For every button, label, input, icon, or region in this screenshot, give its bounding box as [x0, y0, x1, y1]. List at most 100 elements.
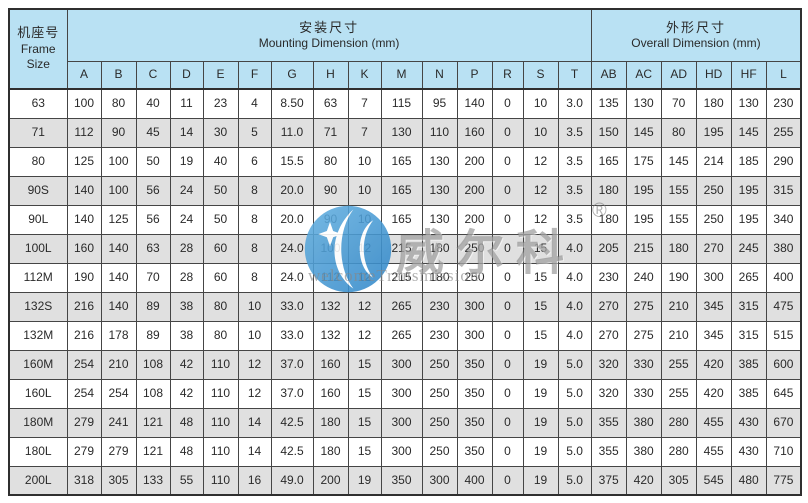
frame-size-header-zh: 机座号 [17, 24, 60, 40]
column-header-a: A [66, 60, 102, 90]
dimension-cell-e: 110 [202, 378, 239, 409]
dimension-cell-s: 19 [522, 465, 559, 496]
dimension-cell-g: 24.0 [270, 233, 314, 264]
column-header-c: C [135, 60, 171, 90]
dimension-cell-r: 0 [491, 378, 524, 409]
dimension-cell-a: 160 [66, 233, 102, 264]
dimension-cell-g: 33.0 [270, 320, 314, 351]
overall-dimension-header-en: Overall Dimension (mm) [631, 35, 761, 50]
dimension-cell-h: 71 [312, 117, 349, 148]
dimension-cell-b: 80 [100, 88, 137, 119]
mounting-dimension-header-en: Mounting Dimension (mm) [258, 35, 400, 50]
dimension-cell-b: 90 [100, 117, 137, 148]
dimension-cell-f: 5 [237, 117, 272, 148]
dimension-cell-l: 315 [765, 175, 802, 206]
table-row: 112M 190 140 70 28 60 8 24.0 112 12 215 180 250 0 15 4.… [8, 262, 802, 293]
dimension-cell-m: 215 [380, 233, 423, 264]
dimension-cell-k: 12 [347, 233, 382, 264]
dimension-cell-hd: 455 [695, 407, 732, 438]
dimension-cell-hf: 430 [730, 436, 767, 467]
dimension-cell-f: 10 [237, 291, 272, 322]
dimension-cell-c: 133 [135, 465, 171, 496]
dimension-cell-p: 200 [456, 146, 493, 177]
dimension-cell-t: 3.5 [557, 204, 592, 235]
dimension-cell-c: 50 [135, 146, 171, 177]
dimension-cell-m: 215 [380, 262, 423, 293]
dimension-cell-hd: 545 [695, 465, 732, 496]
dimension-cell-h: 160 [312, 349, 349, 380]
dimension-cell-e: 110 [202, 349, 239, 380]
dimension-cell-r: 0 [491, 320, 524, 351]
dimension-cell-k: 15 [347, 378, 382, 409]
dimension-cell-h: 180 [312, 407, 349, 438]
dimension-cell-p: 200 [456, 175, 493, 206]
dimension-cell-k: 15 [347, 436, 382, 467]
dimension-cell-d: 11 [169, 88, 204, 119]
column-header-r: R [491, 60, 524, 90]
dimension-cell-p: 250 [456, 233, 493, 264]
dimension-cell-h: 200 [312, 465, 349, 496]
column-header-k: K [347, 60, 382, 90]
table-row: 160M 254 210 108 42 110 12 37.0 160 15 300 250 350 0 1… [8, 349, 802, 380]
dimension-cell-g: 20.0 [270, 204, 314, 235]
dimension-cell-e: 23 [202, 88, 239, 119]
dimension-cell-a: 216 [66, 320, 102, 351]
dimension-cell-e: 80 [202, 320, 239, 351]
overall-dimension-header-zh: 外形尺寸 [665, 19, 726, 35]
dimension-cell-ad: 305 [660, 465, 697, 496]
column-header-hf: HF [730, 60, 767, 90]
dimension-cell-hf: 130 [730, 88, 767, 119]
dimension-cell-ad: 280 [660, 436, 697, 467]
dimension-cell-s: 19 [522, 349, 559, 380]
dimension-cell-ad: 280 [660, 407, 697, 438]
dimension-cell-k: 15 [347, 349, 382, 380]
dimension-cell-l: 230 [765, 88, 802, 119]
dimension-cell-m: 165 [380, 204, 423, 235]
table-row: 80 125 100 50 19 40 6 15.5 80 10 165 130 200 0 12 3.5 16… [8, 146, 802, 177]
dimension-cell-r: 0 [491, 291, 524, 322]
dimension-cell-a: 254 [66, 378, 102, 409]
dimension-cell-t: 4.0 [557, 233, 592, 264]
dimension-cell-ac: 240 [625, 262, 662, 293]
column-header-h: H [312, 60, 349, 90]
dimension-cell-r: 0 [491, 349, 524, 380]
dimension-cell-h: 90 [312, 175, 349, 206]
dimension-cell-hd: 195 [695, 117, 732, 148]
dimension-cell-h: 132 [312, 291, 349, 322]
dimension-cell-ad: 80 [660, 117, 697, 148]
dimension-cell-s: 15 [522, 291, 559, 322]
dimension-cell-l: 255 [765, 117, 802, 148]
dimension-cell-b: 100 [100, 175, 137, 206]
dimension-cell-b: 241 [100, 407, 137, 438]
dimension-cell-b: 140 [100, 233, 137, 264]
dimension-cell-m: 165 [380, 175, 423, 206]
dimension-cell-m: 115 [380, 88, 423, 119]
dimension-cell-f: 14 [237, 436, 272, 467]
dimension-cell-e: 30 [202, 117, 239, 148]
dimension-cell-p: 350 [456, 349, 493, 380]
dimension-cell-l: 645 [765, 378, 802, 409]
dimension-cell-ab: 270 [590, 291, 627, 322]
frame-size-header-en2: Size [26, 57, 50, 72]
dimension-cell-h: 180 [312, 436, 349, 467]
dimension-cell-hf: 245 [730, 233, 767, 264]
dimension-cell-t: 5.0 [557, 465, 592, 496]
dimension-cell-s: 10 [522, 88, 559, 119]
dimension-cell-b: 210 [100, 349, 137, 380]
dimension-cell-s: 19 [522, 378, 559, 409]
dimension-cell-ad: 210 [660, 291, 697, 322]
dimension-cell-c: 89 [135, 291, 171, 322]
dimension-cell-hf: 385 [730, 378, 767, 409]
dimension-cell-s: 15 [522, 262, 559, 293]
dimension-cell-ac: 215 [625, 233, 662, 264]
dimension-cell-c: 63 [135, 233, 171, 264]
dimension-cell-ab: 150 [590, 117, 627, 148]
dimension-cell-d: 42 [169, 349, 204, 380]
frame-size-cell: 200L [8, 465, 68, 496]
dimension-cell-p: 200 [456, 204, 493, 235]
dimension-cell-l: 400 [765, 262, 802, 293]
dimension-cell-n: 230 [421, 320, 458, 351]
dimension-cell-b: 125 [100, 204, 137, 235]
dimension-cell-ac: 275 [625, 320, 662, 351]
